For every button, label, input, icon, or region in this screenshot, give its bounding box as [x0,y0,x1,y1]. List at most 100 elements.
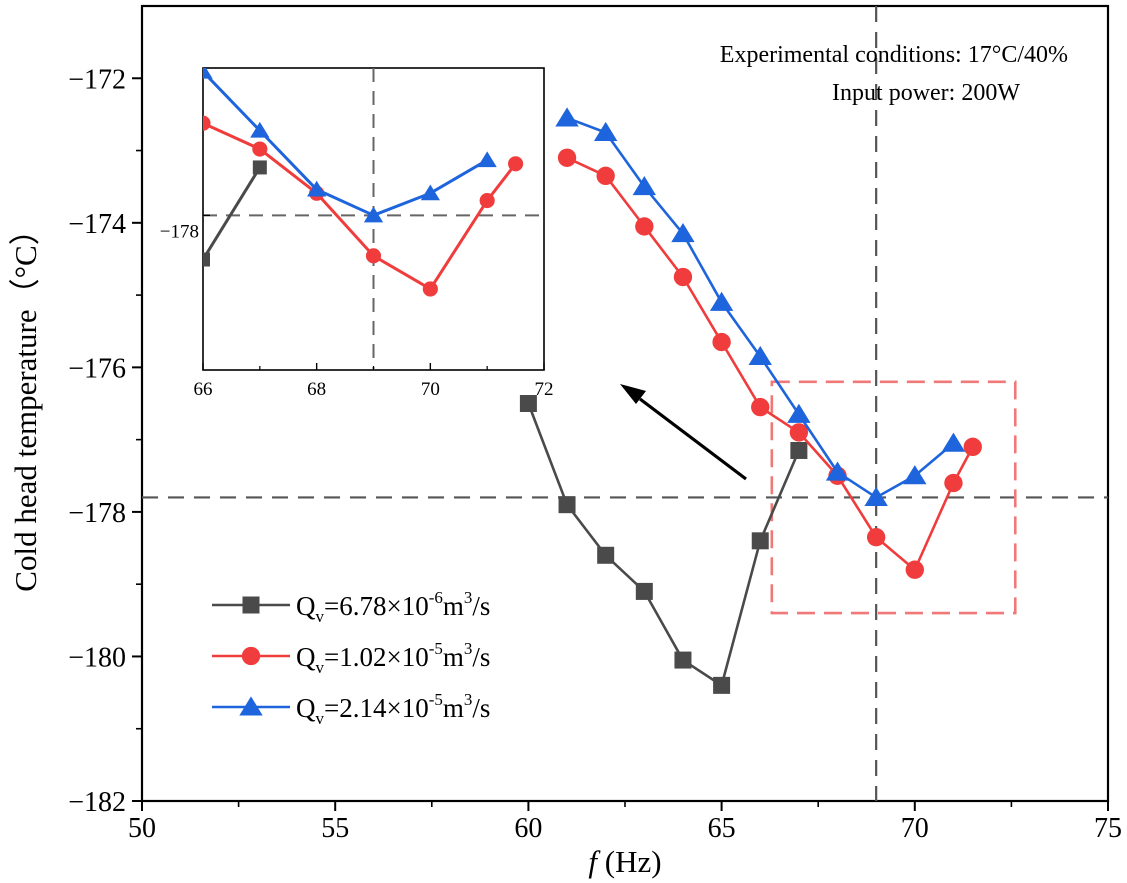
legend-sub: v [316,709,325,728]
main-series-1 [519,395,808,694]
annotation-conditions: Experimental conditions: 17°C/40% [720,42,1068,68]
main-series [519,107,982,694]
legend-text: =6.78×10 [324,591,429,621]
legend-main: Q [296,591,316,621]
legend-marker [241,646,261,666]
x-tick-label: 75 [1094,813,1122,844]
main-data-point [712,332,731,352]
main-data-point [632,176,657,196]
inset-data-point [479,193,495,209]
inset-data-point [203,68,213,79]
main-data-point [709,291,734,311]
main-data-point [864,486,888,506]
legend-sub: v [316,607,325,626]
main-data-point [596,166,615,186]
main-data-point [751,532,769,550]
main-axis-ticks: 50 55 60 65 70 75 −172 −174 −176 −178 −180 −182 [68,64,1122,844]
inset-axis-ticks: 66 68 70 72 −178 [160,214,554,400]
inset-data-point [365,248,382,264]
legend-unit: m [443,591,464,621]
inset-data-point [477,151,497,168]
inset-data-point [363,206,384,223]
legend-label: Qv=6.78×10-6m3/s [296,588,490,626]
legend-marker [242,596,260,614]
inset-data-point [420,184,440,201]
main-data-point [944,473,963,493]
main-data-point [597,546,615,564]
inset-data-point [307,180,327,197]
legend-sup: -5 [429,639,443,658]
main-data-point [866,528,886,547]
main-data-point [903,465,927,485]
main-data-point [790,441,808,459]
main-data-point [751,397,770,417]
inset-data-point [203,252,210,267]
zoom-box-rect [770,380,1017,615]
legend-tail: /s [472,642,490,672]
main-data-point [635,582,653,600]
main-data-point [593,121,618,141]
legend-text: =2.14×10 [324,693,429,723]
main-data-point [905,560,924,579]
main-data-point [557,148,577,167]
zoom-arrow [620,384,747,481]
legend-unit-sup: 3 [464,588,473,607]
annotation-power: Input power: 200W [832,80,1020,106]
legend-unit: m [443,642,464,672]
main-data-point [748,345,772,366]
y-tick-label: −172 [68,64,126,95]
legend-main: Q [296,693,316,723]
inset-data-point [252,160,267,175]
main-data-point [789,423,809,442]
x-tick-label: 55 [321,813,349,844]
legend-sup: -5 [429,690,443,709]
main-series-3 [555,107,966,506]
inset-series-line [203,69,488,217]
legend-label: Qv=2.14×10-5m3/s [296,690,490,728]
inset-data-point [250,121,270,138]
main-data-point [558,496,576,514]
legend-item: Qv=2.14×10-5m3/s [212,690,490,728]
inset-data-point [203,115,211,131]
main-data-point [787,403,811,423]
inset-series [203,68,524,297]
inset-chart: 66 68 70 72 −178 [160,67,554,400]
main-data-point [674,651,692,669]
inset-x-tick-label: 68 [307,379,326,400]
y-tick-label: −182 [68,787,126,818]
main-data-point [555,107,579,127]
legend-sub: v [316,658,325,677]
legend-tail: /s [472,693,490,723]
main-data-point [519,395,537,412]
x-tick-label: 60 [514,813,542,844]
y-tick-label: −180 [68,642,126,673]
inset-series-line [203,120,517,291]
main-series-line [566,156,974,572]
x-tick-label: 65 [708,813,736,844]
legend-unit-sup: 3 [464,690,473,709]
reference-lines [142,6,1108,801]
main-data-point [671,223,695,243]
main-data-point [941,432,966,452]
inset-series-2 [203,115,524,297]
legend-main: Q [296,642,316,672]
inset-data-point [252,141,268,157]
y-tick-label: −176 [68,353,126,384]
x-axis-unit: (Hz) [605,844,662,879]
legend: Qv=6.78×10-6m3/sQv=1.02×10-5m3/sQv=2.14×… [212,588,490,728]
y-tick-label: −174 [68,209,126,240]
inset-x-tick-label: 70 [421,379,440,400]
legend-unit: m [443,693,464,723]
legend-sup: -6 [429,588,443,607]
x-tick-label: 50 [128,813,156,844]
inset-data-point [422,281,438,297]
inset-series-1 [203,160,267,267]
legend-label: Qv=1.02×10-5m3/s [296,639,490,677]
x-axis-title: f (Hz) [588,844,661,879]
main-data-point [713,676,731,694]
main-data-point [963,437,982,457]
main-data-point [673,267,693,287]
legend-text: =1.02×10 [324,642,429,672]
